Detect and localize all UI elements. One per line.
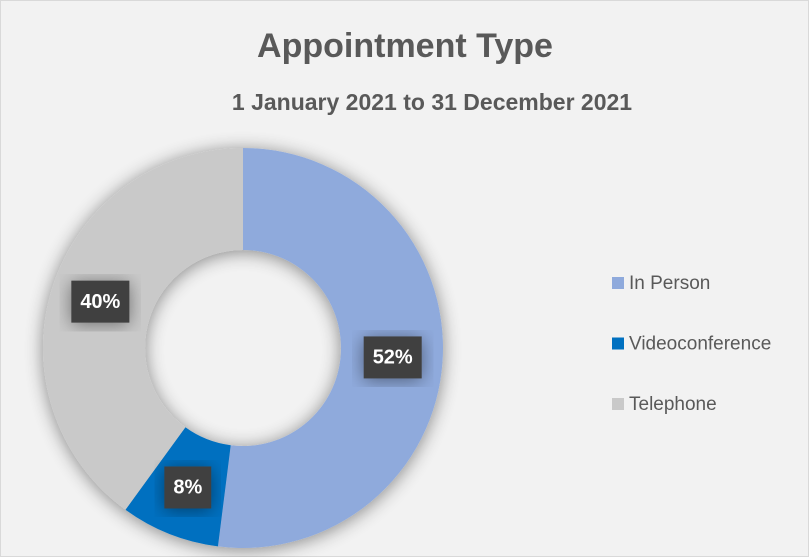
data-label-box: [164, 466, 212, 509]
data-label: 52%: [373, 347, 413, 369]
legend-label: In Person: [629, 273, 710, 294]
chart-title: Appointment Type: [257, 27, 553, 65]
chart-subtitle: 1 January 2021 to 31 December 2021: [232, 89, 632, 115]
data-label-box: [71, 280, 130, 323]
donut-segment: [217, 148, 444, 548]
donut-segment: [43, 148, 243, 510]
legend-label: Telephone: [629, 394, 717, 415]
legend-swatch: [612, 277, 624, 289]
donut: [43, 148, 444, 548]
legend-label: Videoconference: [629, 334, 771, 355]
legend-swatch: [612, 337, 624, 350]
data-label: 40%: [80, 291, 120, 313]
legend-swatch: [612, 398, 624, 410]
data-label-box: [363, 336, 422, 379]
data-label: 8%: [173, 477, 202, 499]
